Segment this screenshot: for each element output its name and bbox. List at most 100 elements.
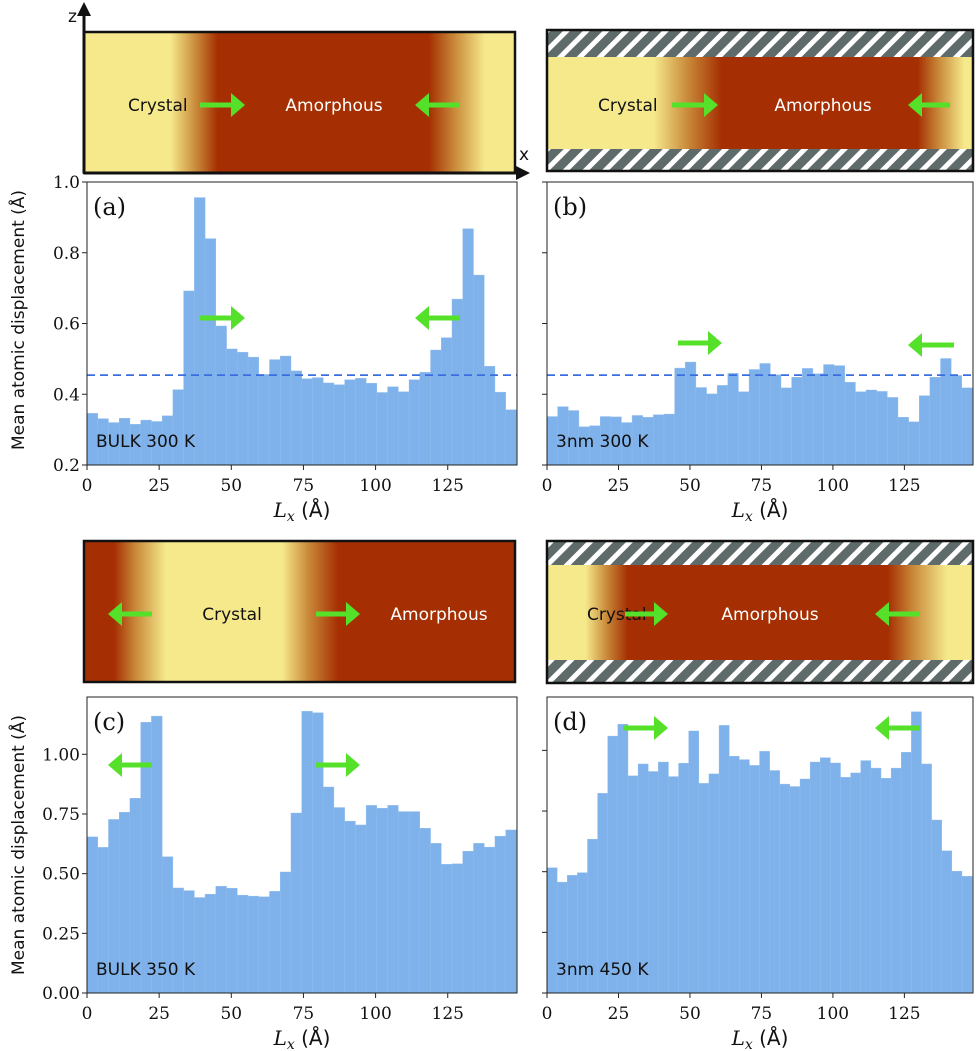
- histogram-bar: [451, 298, 463, 466]
- y-axis-label: Mean atomic displacement (Å): [7, 190, 29, 450]
- histogram-bar: [473, 274, 485, 466]
- bottom-confinement-wall: [547, 149, 973, 171]
- x-axis-label: Lx (Å): [731, 498, 789, 525]
- histogram-bar: [929, 377, 941, 466]
- histogram-bar: [950, 375, 962, 466]
- histogram-bar: [779, 783, 791, 994]
- schematic-border: [545, 539, 975, 685]
- histogram-bar: [911, 711, 922, 994]
- chart-panel-d: 0 25 50 75 100 125 Lx (Å) (d) 3nm 450 K: [542, 696, 974, 1051]
- x-axis-label: x: [519, 145, 529, 165]
- x-label-symbol: L: [731, 1026, 745, 1050]
- histogram-bar: [290, 370, 302, 466]
- histogram-bar: [237, 894, 249, 994]
- histogram-bar: [215, 325, 227, 466]
- arrow-head: [875, 602, 889, 626]
- arrow-head: [875, 716, 889, 740]
- histogram-bar: [706, 393, 718, 466]
- histogram-bar: [678, 763, 689, 994]
- panel-label: (c): [93, 708, 125, 736]
- histogram-bar: [901, 752, 912, 994]
- histogram-bar: [322, 382, 335, 466]
- histogram-bar: [376, 808, 388, 994]
- histogram-bar: [718, 725, 730, 994]
- y-tick-label: 0.2: [53, 456, 80, 476]
- histogram-bar: [961, 387, 973, 466]
- front-direction-arrow: [415, 93, 460, 117]
- histogram-bar: [430, 843, 442, 994]
- histogram-bar: [204, 893, 217, 994]
- x-label-unit: (Å): [295, 498, 331, 522]
- y-tick-label: 0.4: [53, 385, 80, 405]
- schematic-border: [545, 28, 975, 173]
- histogram-bar: [333, 807, 345, 994]
- amorphous-label: Amorphous: [774, 96, 871, 116]
- x-label-symbol: L: [731, 498, 745, 522]
- x-label-subscript: x: [287, 1037, 295, 1051]
- histogram-bar: [919, 395, 931, 466]
- arrow-head: [654, 602, 668, 626]
- histogram-bar: [780, 387, 792, 466]
- histogram-bar: [301, 711, 313, 994]
- histogram-bar: [951, 871, 963, 994]
- histogram-bar: [194, 197, 206, 466]
- x-label-subscript: x: [745, 509, 753, 525]
- histogram-bar: [865, 389, 877, 466]
- histogram-bar: [880, 778, 892, 994]
- histogram-bar: [887, 397, 899, 466]
- histogram-bar: [759, 751, 770, 994]
- histogram-bar: [658, 761, 669, 994]
- amorphous-label: Amorphous: [721, 605, 818, 625]
- histogram-bar: [473, 843, 485, 994]
- y-tick-label: 1.0: [53, 173, 80, 193]
- histogram-bar: [204, 238, 217, 466]
- histogram-bar: [823, 364, 835, 466]
- plot-frame: [546, 696, 974, 994]
- crystal-label: Crystal: [202, 605, 262, 625]
- histogram-bar: [387, 805, 399, 994]
- x-tick-label: 0: [82, 1004, 93, 1024]
- x-tick-label: 0: [82, 476, 93, 496]
- histogram-bar: [830, 762, 841, 994]
- crystal-label: Crystal: [128, 96, 188, 116]
- histogram-bar: [387, 386, 399, 466]
- histogram-bar: [728, 756, 740, 994]
- histogram-bar: [237, 351, 249, 466]
- histogram-bar: [430, 349, 442, 466]
- histogram-bar: [607, 735, 619, 994]
- front-direction-arrow: [623, 716, 668, 740]
- front-direction-arrow: [672, 93, 718, 117]
- histogram-bar: [494, 835, 506, 994]
- histogram-bar: [820, 757, 831, 994]
- arrow-head: [108, 602, 122, 626]
- histogram-bar: [376, 392, 388, 466]
- histogram-bar: [398, 391, 410, 466]
- x-label-subscript: x: [287, 509, 295, 525]
- histogram-bar: [931, 819, 942, 994]
- crystal-label: Crystal: [587, 605, 647, 625]
- histogram-bar: [674, 367, 686, 466]
- x-tick-label: 0: [542, 476, 553, 496]
- histogram-bar: [215, 886, 227, 994]
- front-direction-arrow: [908, 93, 950, 117]
- front-direction-arrow: [678, 331, 722, 355]
- material-region: [84, 541, 515, 682]
- schematic-c: Crystal Amorphous: [82, 539, 517, 684]
- histogram-bar: [344, 820, 356, 994]
- x-tick-label: 100: [359, 1004, 391, 1024]
- histogram-bar: [876, 391, 888, 466]
- plot-frame: [86, 696, 518, 994]
- x-tick-label: 75: [751, 476, 773, 496]
- histogram-bar: [708, 773, 720, 994]
- x-tick-label: 25: [608, 1004, 630, 1024]
- panel-label: (b): [553, 193, 587, 221]
- histogram-bar: [419, 828, 431, 994]
- y-tick-label: 0.00: [42, 984, 80, 1004]
- x-label-unit: (Å): [295, 1026, 331, 1050]
- bottom-confinement-wall: [547, 660, 973, 683]
- histogram-bar: [850, 772, 861, 994]
- schematic-a: Crystal Amorphous z x: [68, 2, 530, 180]
- histogram-bar: [663, 413, 675, 466]
- x-tick-label: 0: [542, 1004, 553, 1024]
- amorphous-label: Amorphous: [390, 605, 487, 625]
